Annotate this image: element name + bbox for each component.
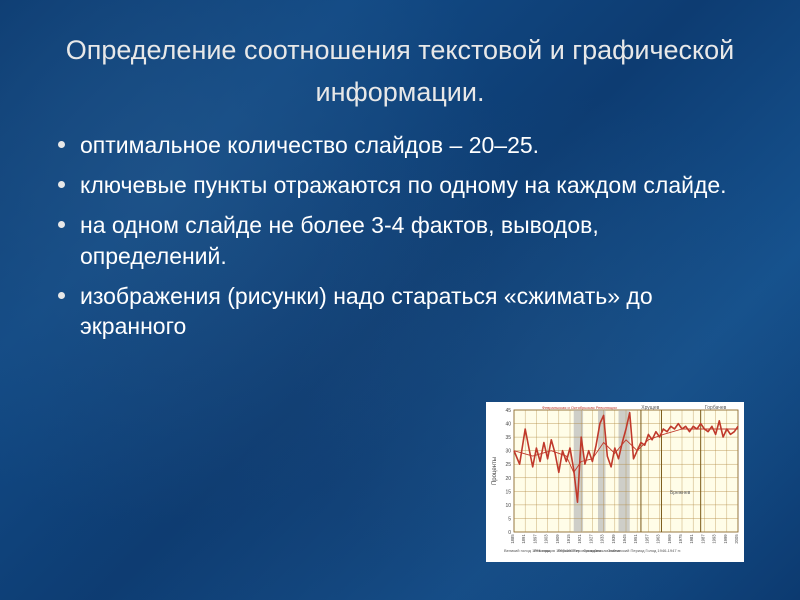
svg-text:1975: 1975 bbox=[678, 534, 683, 544]
slide: Определение соотношения текстовой и граф… bbox=[0, 0, 800, 600]
svg-text:1933: 1933 bbox=[600, 534, 605, 544]
svg-text:1969: 1969 bbox=[667, 534, 672, 544]
svg-text:Проценты: Проценты bbox=[492, 457, 498, 485]
svg-text:30: 30 bbox=[505, 449, 511, 455]
svg-text:1891: 1891 bbox=[521, 534, 526, 544]
slide-title: Определение соотношения текстовой и граф… bbox=[54, 30, 746, 114]
svg-text:5: 5 bbox=[508, 516, 511, 522]
svg-text:1945: 1945 bbox=[622, 534, 627, 544]
svg-text:1951: 1951 bbox=[633, 534, 638, 544]
list-item: на одном слайде не более 3-4 фактов, выв… bbox=[54, 210, 746, 271]
list-item: ключевые пункты отражаются по одному на … bbox=[54, 170, 746, 200]
svg-text:2005: 2005 bbox=[734, 534, 739, 544]
bullet-list: оптимальное количество слайдов – 20–25. … bbox=[54, 130, 746, 342]
svg-text:45: 45 bbox=[505, 408, 511, 414]
svg-text:Сталинский Период: Сталинский Период bbox=[607, 548, 645, 553]
svg-text:1903: 1903 bbox=[544, 534, 549, 544]
svg-text:Голод 1946-1947 гг.: Голод 1946-1947 гг. bbox=[645, 548, 681, 553]
svg-text:Хрущев: Хрущев bbox=[641, 405, 659, 411]
svg-text:1987: 1987 bbox=[700, 534, 705, 544]
svg-text:1963: 1963 bbox=[656, 534, 661, 544]
svg-text:Брежнев: Брежнев bbox=[670, 490, 691, 496]
svg-text:1915: 1915 bbox=[566, 534, 571, 544]
svg-text:Горбачев: Горбачев bbox=[705, 405, 727, 411]
svg-text:10: 10 bbox=[505, 503, 511, 509]
svg-text:35: 35 bbox=[505, 435, 511, 441]
svg-text:1927: 1927 bbox=[588, 534, 593, 544]
svg-text:20: 20 bbox=[505, 476, 511, 482]
svg-text:1999: 1999 bbox=[723, 534, 728, 544]
svg-text:1957: 1957 bbox=[644, 534, 649, 544]
chart-svg: 0510152025303540451885189118971903190919… bbox=[486, 402, 744, 562]
svg-text:Февральская и Октябрьская Рево: Февральская и Октябрьская Революции bbox=[542, 405, 617, 410]
svg-text:1921: 1921 bbox=[577, 534, 582, 544]
svg-text:1939: 1939 bbox=[611, 534, 616, 544]
svg-text:1993: 1993 bbox=[712, 534, 717, 544]
svg-text:25: 25 bbox=[505, 462, 511, 468]
svg-text:1885: 1885 bbox=[510, 534, 515, 544]
svg-text:1981: 1981 bbox=[689, 534, 694, 544]
embedded-chart: 0510152025303540451885189118971903190919… bbox=[486, 402, 744, 562]
svg-text:1909: 1909 bbox=[555, 534, 560, 544]
svg-text:15: 15 bbox=[505, 489, 511, 495]
list-item: оптимальное количество слайдов – 20–25. bbox=[54, 130, 746, 160]
svg-text:40: 40 bbox=[505, 422, 511, 428]
svg-text:1897: 1897 bbox=[532, 534, 537, 544]
list-item: изображения (рисунки) надо стараться «сж… bbox=[54, 281, 746, 342]
